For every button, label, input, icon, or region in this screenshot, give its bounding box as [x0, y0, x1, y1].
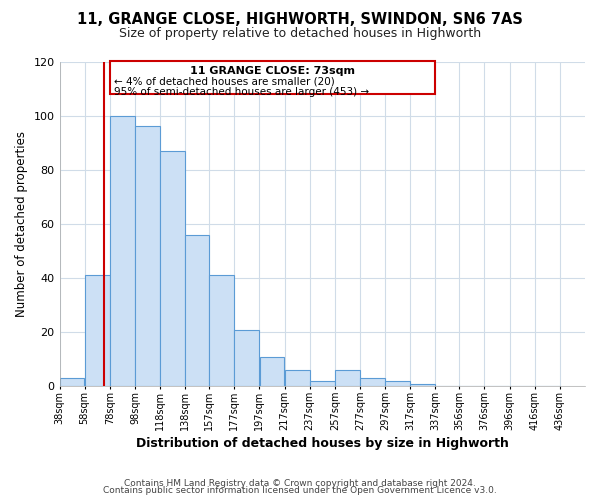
Text: Contains public sector information licensed under the Open Government Licence v3: Contains public sector information licen…	[103, 486, 497, 495]
Text: 11 GRANGE CLOSE: 73sqm: 11 GRANGE CLOSE: 73sqm	[190, 66, 355, 76]
Y-axis label: Number of detached properties: Number of detached properties	[15, 131, 28, 317]
Text: 11, GRANGE CLOSE, HIGHWORTH, SWINDON, SN6 7AS: 11, GRANGE CLOSE, HIGHWORTH, SWINDON, SN…	[77, 12, 523, 28]
Bar	[85, 276, 110, 386]
Bar	[185, 235, 209, 386]
Bar	[385, 381, 410, 386]
Text: 95% of semi-detached houses are larger (453) →: 95% of semi-detached houses are larger (…	[113, 87, 369, 97]
Bar	[160, 151, 185, 386]
Bar	[60, 378, 85, 386]
Bar	[110, 116, 135, 386]
Bar	[285, 370, 310, 386]
Bar	[135, 126, 160, 386]
Bar	[360, 378, 385, 386]
Text: Contains HM Land Registry data © Crown copyright and database right 2024.: Contains HM Land Registry data © Crown c…	[124, 478, 476, 488]
Bar	[209, 276, 234, 386]
Bar	[335, 370, 360, 386]
Bar	[410, 384, 435, 386]
Bar	[110, 62, 436, 94]
Bar	[310, 381, 335, 386]
Bar	[260, 356, 284, 386]
Bar	[235, 330, 259, 386]
Text: ← 4% of detached houses are smaller (20): ← 4% of detached houses are smaller (20)	[113, 76, 334, 86]
Text: Size of property relative to detached houses in Highworth: Size of property relative to detached ho…	[119, 28, 481, 40]
X-axis label: Distribution of detached houses by size in Highworth: Distribution of detached houses by size …	[136, 437, 509, 450]
